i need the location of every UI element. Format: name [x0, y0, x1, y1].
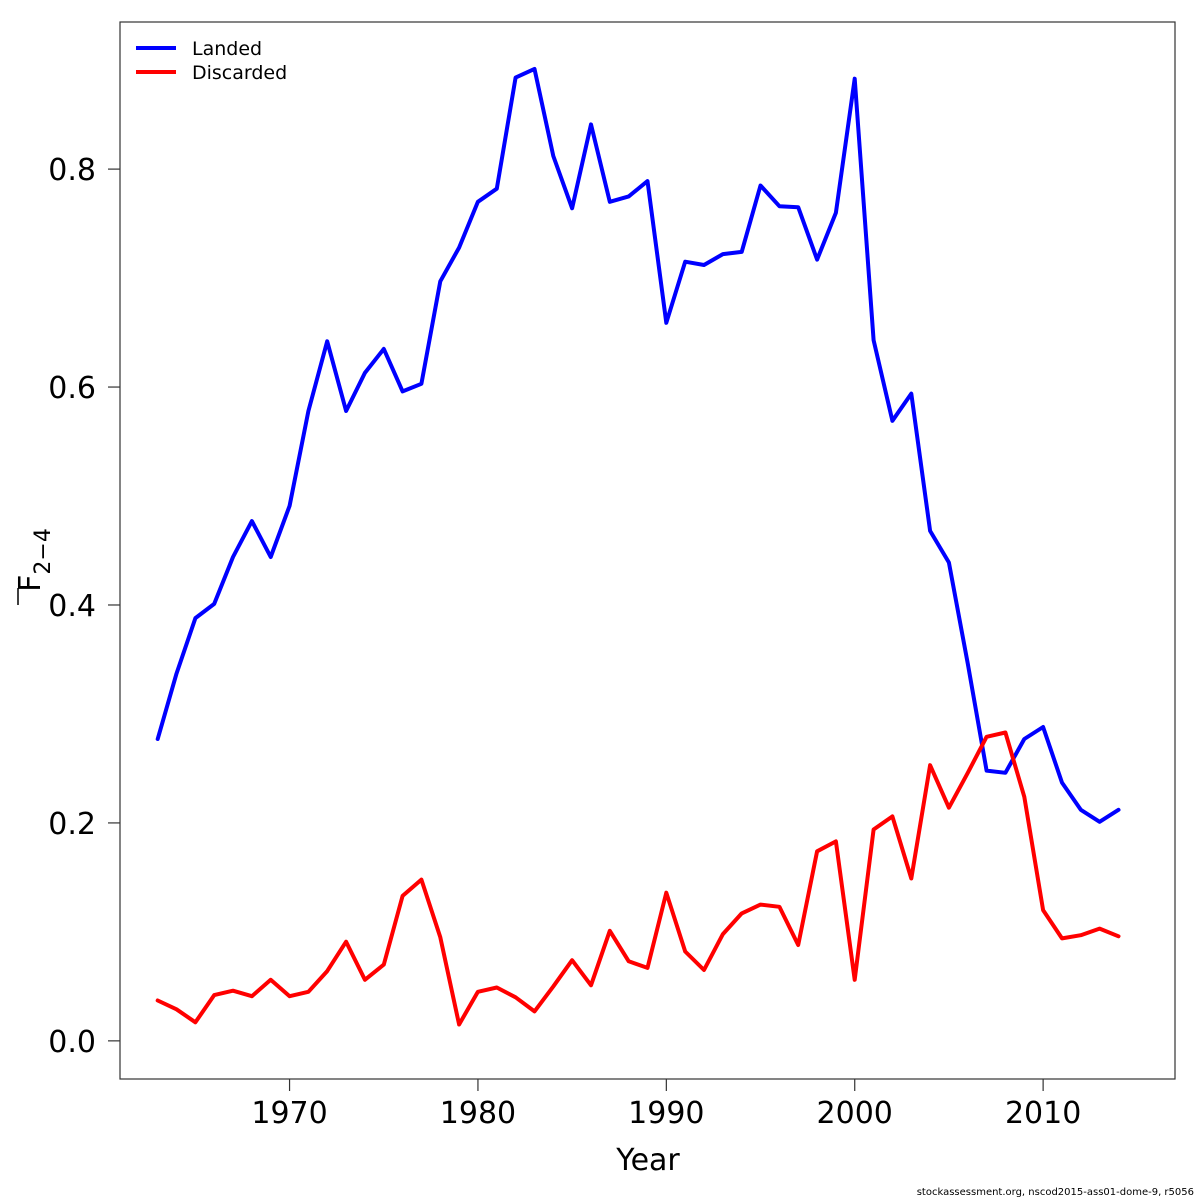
x-tick-label: 1980 — [440, 1096, 516, 1131]
y-axis-title: F2−4 — [13, 528, 56, 605]
x-tick-label: 2010 — [1005, 1096, 1081, 1131]
series-line-discarded — [155, 730, 1121, 1027]
plot-frame — [119, 21, 1176, 1080]
x-axis: 1970 1980 1990 2000 2010 — [251, 1079, 1081, 1131]
x-tick-label: 1990 — [628, 1096, 704, 1131]
x-tick-label: 1970 — [251, 1096, 327, 1131]
y-axis: 0.0 0.2 0.4 0.6 0.8 — [48, 153, 120, 1060]
series-layer — [155, 66, 1121, 1027]
legend-label-landed: Landed — [192, 38, 262, 60]
y-tick-label: 0.8 — [48, 153, 96, 188]
footer-credit: stockassessment.org, nscod2015-ass01-dom… — [916, 1187, 1194, 1198]
x-tick-label: 2000 — [817, 1096, 893, 1131]
y-axis-title-base: F — [13, 575, 48, 592]
svg-text:F2−4: F2−4 — [13, 528, 56, 592]
legend-label-discarded: Discarded — [192, 62, 287, 84]
y-tick-label: 0.0 — [48, 1025, 96, 1060]
y-tick-label: 0.4 — [48, 589, 96, 624]
series-line-landed — [155, 66, 1121, 824]
y-axis-title-subscript: 2−4 — [31, 528, 56, 574]
y-tick-label: 0.6 — [48, 371, 96, 406]
x-axis-title: Year — [615, 1143, 680, 1178]
y-tick-label: 0.2 — [48, 807, 96, 842]
